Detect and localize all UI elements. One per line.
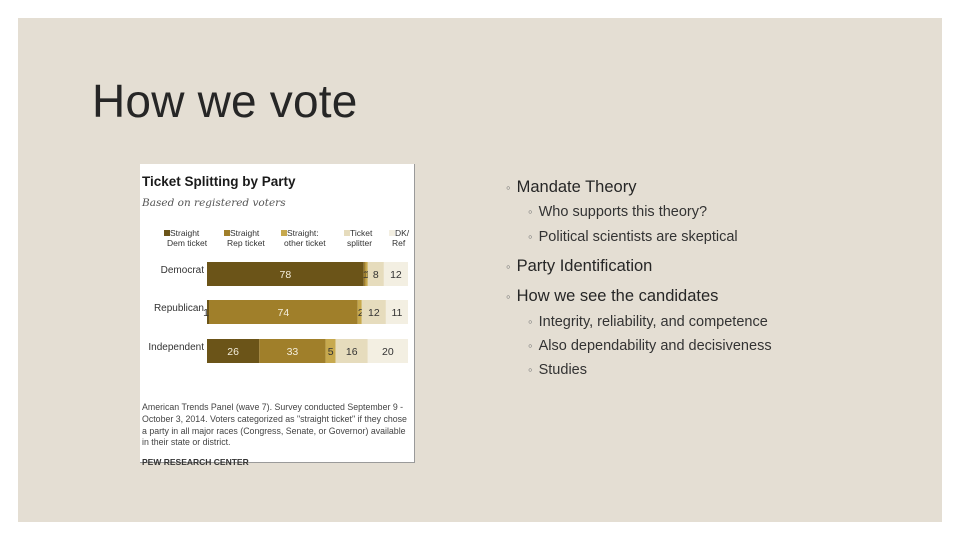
bullet-item: ◦ How we see the candidates <box>506 287 718 306</box>
bullet-text: Mandate Theory <box>516 178 637 196</box>
bar-segment <box>367 339 408 363</box>
data-label: 74 <box>278 307 290 319</box>
legend-label: Straight: other ticket <box>284 228 326 248</box>
bar-segment <box>383 262 408 286</box>
bullet-item: ◦ Mandate Theory <box>506 178 636 197</box>
legend-swatch <box>389 230 395 236</box>
chart-source: PEW RESEARCH CENTER <box>142 457 249 467</box>
data-label: 20 <box>382 346 394 358</box>
sub-bullet-item: ◦ Who supports this theory? <box>528 204 707 220</box>
bullet-marker: ◦ <box>528 229 533 244</box>
chart-legend: Straight Dem ticket Straight Rep ticket Stra… <box>140 228 414 254</box>
bar-segment <box>209 300 358 324</box>
sub-bullet-item: ◦ Integrity, reliability, and competence <box>528 314 768 330</box>
bullet-marker: ◦ <box>528 204 533 219</box>
bar-segment <box>207 262 364 286</box>
slide: How we vote Ticket Splitting by Party Ba… <box>18 18 942 522</box>
bullet-marker: ◦ <box>528 338 533 353</box>
sub-bullet-text: Integrity, reliability, and competence <box>538 314 768 330</box>
bullet-marker: ◦ <box>506 180 511 195</box>
bar-segment <box>363 262 366 286</box>
bar-segment <box>259 339 326 363</box>
sub-bullet-text: Studies <box>538 362 587 378</box>
data-label: 12 <box>390 269 402 281</box>
bullet-text: Party Identification <box>516 257 653 275</box>
bar-segment <box>367 262 384 286</box>
chart-footnote: American Trends Panel (wave 7). Survey c… <box>142 402 407 448</box>
bullet-marker: ◦ <box>528 362 533 377</box>
legend-swatch <box>224 230 230 236</box>
data-label: 8 <box>373 269 379 281</box>
legend-label: DK/Ref <box>392 228 410 248</box>
bar-segment <box>207 300 210 324</box>
bar-segment <box>357 300 362 324</box>
bullet-item: ◦ Party Identification <box>506 257 652 276</box>
slide-title: How we vote <box>92 75 358 127</box>
sub-bullet-item: ◦ Studies <box>528 362 587 378</box>
category-label: Democrat <box>160 265 204 276</box>
sub-bullet-item: ◦ Also dependability and decisiveness <box>528 338 772 354</box>
category-label: Republican <box>153 303 204 314</box>
data-label: 2 <box>358 307 364 319</box>
legend-label: Straight Rep ticket <box>227 228 265 248</box>
chart-image: Ticket Splitting by Party Based on regis… <box>140 164 415 467</box>
sub-bullet-item: ◦ Political scientists are skeptical <box>528 229 738 245</box>
legend-swatch <box>164 230 170 236</box>
bar-segment <box>207 339 260 363</box>
category-label: Independent <box>148 342 204 353</box>
chart-subtitle: Based on registered voters <box>142 197 286 209</box>
data-label: 78 <box>280 269 292 281</box>
legend-label: Ticket splitter <box>347 228 373 248</box>
sub-bullet-text: Political scientists are skeptical <box>538 229 738 245</box>
chart-title: Ticket Splitting by Party <box>142 174 296 189</box>
sub-bullet-text: Who supports this theory? <box>538 204 708 220</box>
legend-label: Straight Dem ticket <box>167 228 208 248</box>
data-label: 16 <box>346 346 358 358</box>
data-label: 11 <box>391 307 402 319</box>
legend-swatch <box>344 230 350 236</box>
bar-segment <box>361 300 386 324</box>
sub-bullet-text: Also dependability and decisiveness <box>538 338 772 354</box>
data-label: 5 <box>328 346 334 358</box>
bar-segment <box>335 339 368 363</box>
bar-segment <box>365 262 368 286</box>
data-label: 1 <box>203 307 209 319</box>
bar-segment <box>385 300 408 324</box>
bullet-marker: ◦ <box>506 289 511 304</box>
data-label: 26 <box>227 346 239 358</box>
data-label: 33 <box>287 346 299 358</box>
data-label: 12 <box>368 307 380 319</box>
bar-segment <box>325 339 336 363</box>
bullet-marker: ◦ <box>506 259 511 274</box>
bullet-text: How we see the candidates <box>516 287 719 305</box>
bullet-marker: ◦ <box>528 314 533 329</box>
legend-swatch <box>281 230 287 236</box>
